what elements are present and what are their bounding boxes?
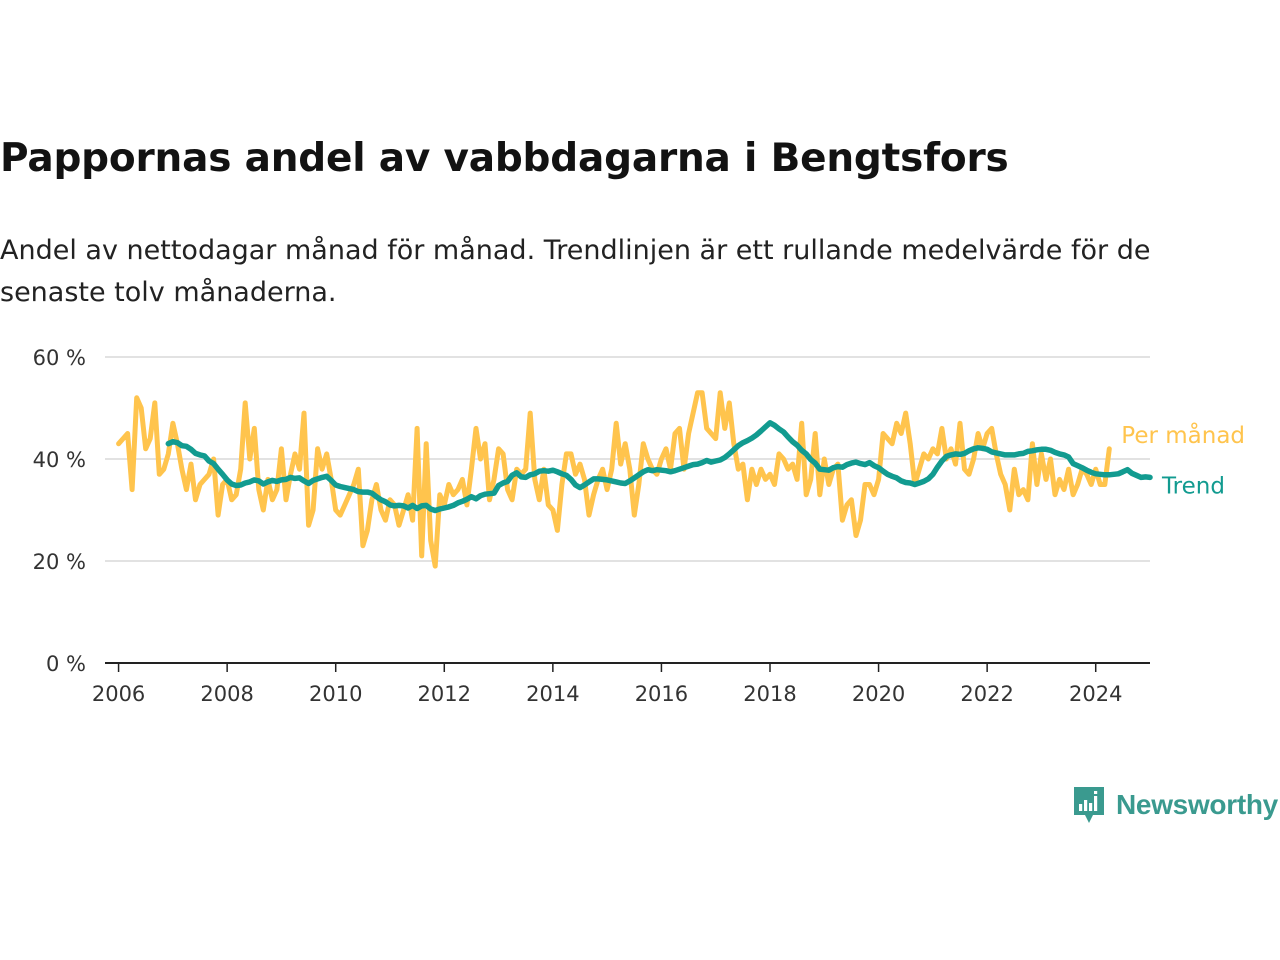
x-axis-ticks: 2006 2008 2010 2012 2014 2016 2018 2020 2022 2024 <box>92 663 1122 706</box>
per-month-line <box>116 390 1112 569</box>
y-axis-ticks: 0 % 20 % 40 % 60 % <box>33 346 86 676</box>
per-month-label: Per månad <box>1121 421 1245 449</box>
trend-line <box>165 420 1153 514</box>
newsworthy-logo-icon <box>1074 787 1104 823</box>
series-labels: Per månad Trend <box>1121 421 1245 500</box>
x-tick-label: 2012 <box>418 682 471 706</box>
y-tick-label: 60 % <box>33 346 86 370</box>
y-tick-label: 20 % <box>33 550 86 574</box>
trend-label: Trend <box>1161 473 1225 499</box>
x-tick-label: 2008 <box>200 682 253 706</box>
x-tick-label: 2010 <box>309 682 362 706</box>
x-tick-label: 2006 <box>92 682 145 706</box>
chart-subtitle: Andel av nettodagar månad för månad. Tre… <box>0 235 1151 308</box>
chart-title: Pappornas andel av vabbdagarna i Bengtsf… <box>0 136 1009 181</box>
x-tick-label: 2020 <box>852 682 905 706</box>
brand-name: Newsworthy <box>1116 789 1278 820</box>
x-tick-label: 2022 <box>960 682 1013 706</box>
x-tick-label: 2018 <box>743 682 796 706</box>
brand-logo: Newsworthy <box>1072 784 1278 826</box>
x-tick-label: 2024 <box>1069 682 1122 706</box>
x-tick-label: 2016 <box>635 682 688 706</box>
series-lines <box>116 390 1153 569</box>
x-tick-label: 2014 <box>526 682 579 706</box>
y-tick-label: 0 % <box>46 652 86 676</box>
y-tick-label: 40 % <box>33 448 86 472</box>
